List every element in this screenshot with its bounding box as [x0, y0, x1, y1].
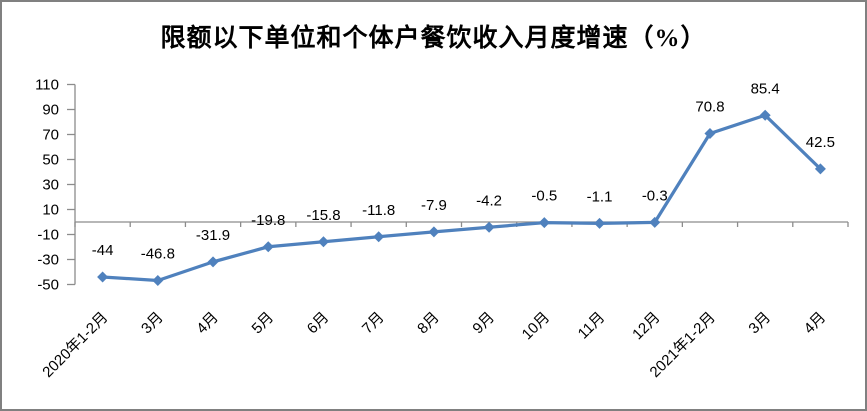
data-label: -46.8	[141, 246, 175, 263]
data-point-marker	[594, 217, 606, 229]
y-tick-label: -10	[37, 227, 59, 244]
data-point-marker	[262, 241, 274, 253]
data-label: -1.1	[587, 188, 613, 205]
y-tick-label: 10	[42, 202, 59, 219]
data-point-marker	[317, 236, 329, 248]
x-category-label: 7月	[359, 309, 388, 338]
y-tick-label: 110	[35, 77, 59, 94]
data-point-marker	[152, 275, 164, 286]
x-category-label: 4月	[193, 309, 222, 338]
data-point-marker	[207, 256, 219, 268]
data-point-marker	[483, 221, 495, 233]
y-tick-label: -50	[37, 277, 59, 294]
chart-title: 限额以下单位和个体户餐饮收入月度增速（%）	[160, 25, 707, 52]
data-point-marker	[814, 163, 826, 175]
data-label: 85.4	[751, 80, 780, 97]
y-tick-label: 30	[42, 177, 59, 194]
data-label: -4.2	[476, 192, 502, 209]
data-point-marker	[704, 128, 716, 139]
data-label: -44	[92, 242, 114, 259]
x-category-label: 2020年1-2月	[39, 309, 111, 381]
y-tick-label: 70	[42, 127, 59, 144]
series-line	[100, 113, 823, 283]
data-label: -0.5	[531, 188, 557, 205]
data-point-marker	[759, 109, 771, 121]
data-label: -0.3	[642, 187, 668, 204]
x-category-label: 6月	[304, 309, 333, 338]
x-category-label: 4月	[801, 309, 830, 338]
data-point-marker	[97, 271, 109, 283]
x-category-label: 11月	[575, 309, 609, 343]
x-category-label: 12月	[629, 309, 663, 343]
x-category-label: 3月	[138, 309, 167, 338]
x-category-label: 9月	[469, 309, 498, 338]
data-label: -7.9	[421, 197, 447, 214]
data-label: 42.5	[806, 134, 835, 151]
data-point-marker	[373, 231, 385, 243]
data-label: -11.8	[362, 202, 395, 219]
data-label: -31.9	[196, 227, 230, 244]
x-category-label: 3月	[745, 309, 774, 338]
y-tick-label: -30	[37, 252, 59, 269]
x-category-label: 5月	[249, 309, 278, 338]
x-category-label: 10月	[519, 309, 553, 343]
y-tick-label: 90	[42, 102, 59, 119]
data-label: -15.8	[306, 207, 340, 224]
data-point-marker	[649, 216, 661, 228]
data-label: -19.8	[251, 212, 285, 229]
data-point-marker	[428, 226, 440, 238]
y-tick-label: 50	[42, 152, 59, 169]
data-point-marker	[538, 217, 550, 229]
x-category-label: 8月	[414, 309, 443, 338]
data-label: 70.8	[695, 99, 724, 116]
